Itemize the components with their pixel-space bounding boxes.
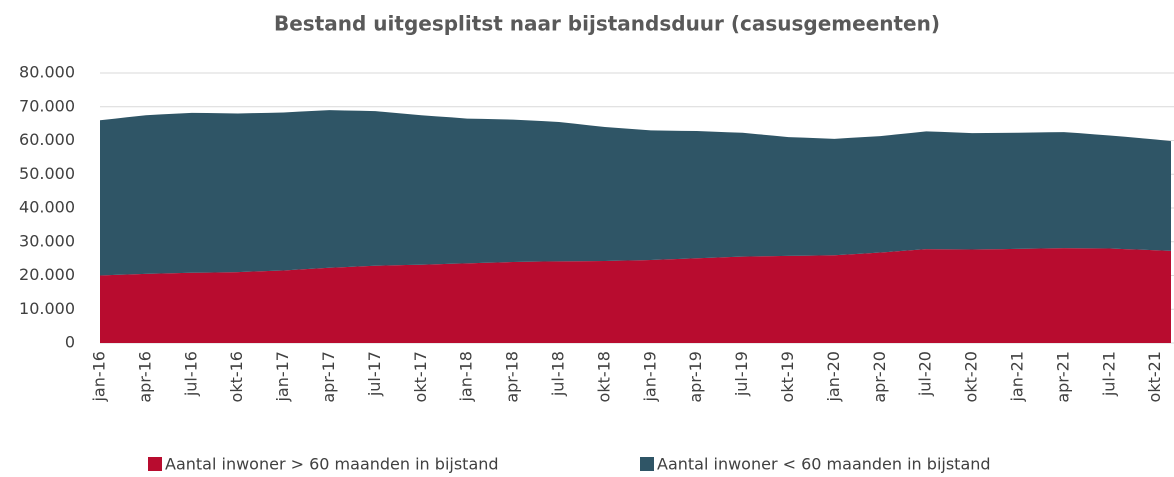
- y-tick-label: 0: [65, 333, 75, 352]
- x-tick-label: apr-20: [870, 351, 889, 403]
- area: [100, 248, 1171, 343]
- y-tick-label: 20.000: [19, 265, 75, 284]
- y-tick-label: 60.000: [19, 130, 75, 149]
- x-tick-label: apr-19: [686, 351, 705, 403]
- x-tick-label: apr-21: [1053, 351, 1072, 403]
- y-tick-label: 10.000: [19, 299, 75, 318]
- x-tick-label: apr-16: [135, 351, 154, 403]
- x-tick-label: jan-16: [90, 351, 109, 403]
- y-tick-label: 40.000: [19, 198, 75, 217]
- x-tick-label: okt-21: [1145, 351, 1164, 402]
- x-tick-label: okt-16: [227, 351, 246, 402]
- x-tick-label: jan-21: [1008, 351, 1027, 403]
- x-tick-label: okt-18: [594, 351, 613, 402]
- x-tick-label: jul-21: [1099, 351, 1118, 397]
- x-tick-label: apr-17: [319, 351, 338, 403]
- x-tick-label: okt-17: [411, 351, 430, 402]
- x-tick-label: jul-18: [549, 351, 568, 397]
- x-tick-label: okt-20: [962, 351, 981, 402]
- x-tick-label: jul-17: [365, 351, 384, 397]
- legend-swatch: [640, 457, 654, 471]
- legend-swatch: [148, 457, 162, 471]
- x-tick-label: jan-19: [640, 351, 659, 403]
- x-tick-label: jan-18: [457, 351, 476, 403]
- x-tick-label: okt-19: [778, 351, 797, 402]
- legend-label: Aantal inwoner > 60 maanden in bijstand: [165, 455, 499, 474]
- y-tick-label: 70.000: [19, 96, 75, 115]
- x-tick-label: jul-19: [732, 351, 751, 397]
- y-tick-label: 50.000: [19, 164, 75, 183]
- x-tick-label: jul-16: [181, 351, 200, 397]
- x-tick-label: jul-20: [916, 351, 935, 397]
- legend-label: Aantal inwoner < 60 maanden in bijstand: [657, 455, 991, 474]
- x-tick-label: jan-17: [273, 351, 292, 403]
- y-tick-label: 80.000: [19, 63, 75, 82]
- chart-title: Bestand uitgesplitst naar bijstandsduur …: [274, 12, 940, 36]
- area: [100, 110, 1171, 276]
- y-tick-label: 30.000: [19, 231, 75, 250]
- x-tick-label: apr-18: [503, 351, 522, 403]
- x-tick-label: jan-20: [824, 351, 843, 403]
